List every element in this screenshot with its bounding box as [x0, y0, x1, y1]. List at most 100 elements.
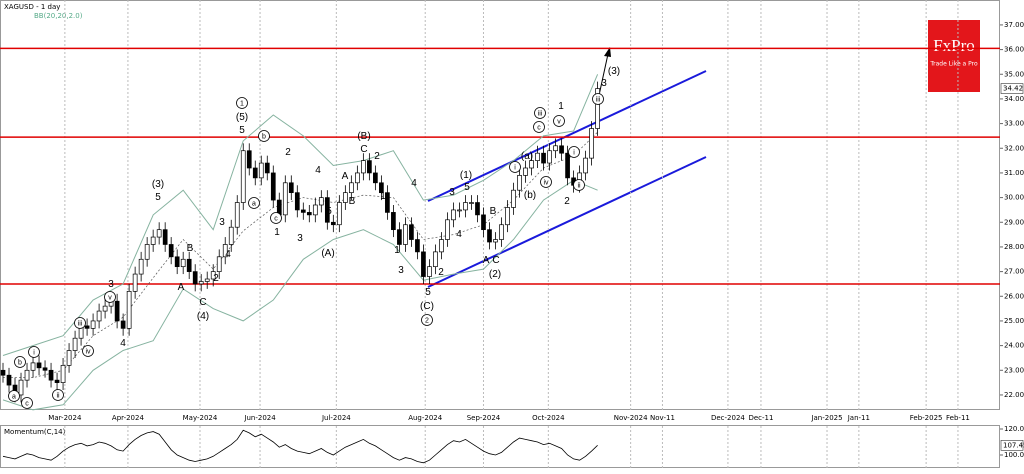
- candle-body: [156, 229, 162, 238]
- wave-label: C: [360, 144, 367, 155]
- candle-body: [451, 209, 456, 221]
- candle-body: [433, 251, 438, 268]
- wave-label: iii: [78, 320, 83, 327]
- wave-label: 4: [120, 338, 126, 349]
- wave-label: iii: [538, 110, 543, 117]
- wave-label: C: [199, 297, 206, 308]
- wave-label: c: [274, 215, 278, 222]
- candle-body: [355, 172, 360, 184]
- candle-body: [415, 239, 420, 253]
- wave-circle: [104, 291, 116, 303]
- wave-label: (A): [321, 248, 334, 259]
- candle-body: [18, 379, 24, 396]
- wave-label: c: [537, 124, 541, 131]
- wave-label: 1: [274, 227, 280, 238]
- candle-body: [583, 157, 588, 174]
- candle-body: [24, 369, 30, 381]
- wave-label: 2: [285, 147, 291, 158]
- wave-circle: [28, 346, 40, 358]
- wave-label: 3: [601, 78, 607, 89]
- candle-body: [96, 310, 102, 322]
- wave-label: 4: [225, 249, 231, 260]
- y-tick-label: 22.00: [1004, 391, 1024, 399]
- candle-body: [409, 224, 414, 240]
- candle-body: [186, 258, 192, 272]
- wave-label: b: [262, 133, 266, 140]
- candle-body: [252, 167, 258, 179]
- candle-body: [481, 214, 486, 231]
- candle-body: [439, 239, 444, 253]
- last-value-box: [1000, 83, 1024, 94]
- wave-circle: [534, 107, 546, 119]
- wave-circle: [21, 397, 33, 409]
- y-tick-label: 27.00: [1004, 268, 1024, 276]
- chart-title: XAGUSD - 1 day: [4, 3, 60, 11]
- y-tick-label: 25.00: [1004, 317, 1024, 325]
- wave-circle: [258, 130, 270, 142]
- candle-body: [114, 300, 120, 322]
- candle-body: [90, 320, 96, 329]
- candle-body: [270, 172, 276, 201]
- wave-label: B: [187, 243, 194, 254]
- x-tick-label: Jun-2024: [243, 414, 276, 422]
- wave-label: i: [573, 149, 575, 156]
- candle-body: [330, 221, 336, 226]
- candle-body: [228, 226, 234, 245]
- wave-label: 1: [558, 101, 564, 112]
- wave-circle: [8, 390, 20, 402]
- candle-body: [84, 325, 90, 329]
- candle-body: [589, 128, 594, 159]
- y-tick-label: 100.00: [1004, 451, 1024, 459]
- wave-label: A: [342, 171, 349, 182]
- candle-body: [475, 202, 480, 216]
- momentum-line: [2, 429, 598, 464]
- candle-body: [102, 305, 108, 312]
- candle-body: [66, 350, 72, 366]
- candle-body: [132, 273, 138, 292]
- candle-body: [565, 152, 570, 179]
- candle-body: [204, 278, 210, 282]
- y-tick-label: 26.00: [1004, 292, 1024, 300]
- candle-body: [427, 266, 432, 277]
- wave-label: 5: [464, 182, 470, 193]
- candle-body: [463, 202, 468, 211]
- x-tick-label: Apr-2024: [112, 414, 145, 422]
- y-tick-label: 23.00: [1004, 366, 1024, 374]
- candle-body: [138, 258, 144, 275]
- logo-tagline: Trade Like a Pro: [929, 61, 978, 68]
- candle-body: [511, 189, 516, 208]
- wave-circle: [14, 356, 26, 368]
- candle-body: [192, 271, 198, 285]
- candle-body: [505, 207, 510, 226]
- wave-label: (3): [152, 179, 164, 190]
- candle-body: [553, 145, 558, 152]
- candle-body: [264, 162, 270, 174]
- candle-body: [547, 150, 552, 164]
- wave-label: (4): [197, 311, 209, 322]
- wave-label: (5): [236, 112, 248, 123]
- candle-body: [529, 160, 534, 169]
- candle-body: [240, 150, 246, 203]
- band-middle: [3, 131, 598, 379]
- candle-body: [246, 150, 252, 169]
- wave-label: C: [492, 255, 499, 266]
- wave-label: iii: [596, 96, 601, 103]
- channel-lower: [427, 156, 707, 288]
- wave-label: i: [514, 164, 516, 171]
- momentum-frame: [0, 425, 1000, 468]
- x-tick-label: Nov-11: [650, 414, 675, 422]
- y-tick-label: 33.00: [1004, 120, 1024, 128]
- wave-label: c: [25, 400, 29, 407]
- wave-label: 2: [425, 317, 429, 324]
- candle-body: [222, 244, 228, 258]
- x-tick-label: Feb-2025: [910, 414, 943, 422]
- wave-label: ii: [56, 392, 60, 399]
- candle-body: [120, 320, 126, 329]
- candle-body: [324, 197, 330, 223]
- candle-body: [36, 362, 42, 369]
- candle-body: [493, 239, 498, 243]
- candle-body: [499, 224, 504, 240]
- indicator-label: BB(20,20,2.0): [34, 12, 83, 20]
- wave-label: v: [557, 118, 561, 125]
- wave-label: a: [12, 393, 16, 400]
